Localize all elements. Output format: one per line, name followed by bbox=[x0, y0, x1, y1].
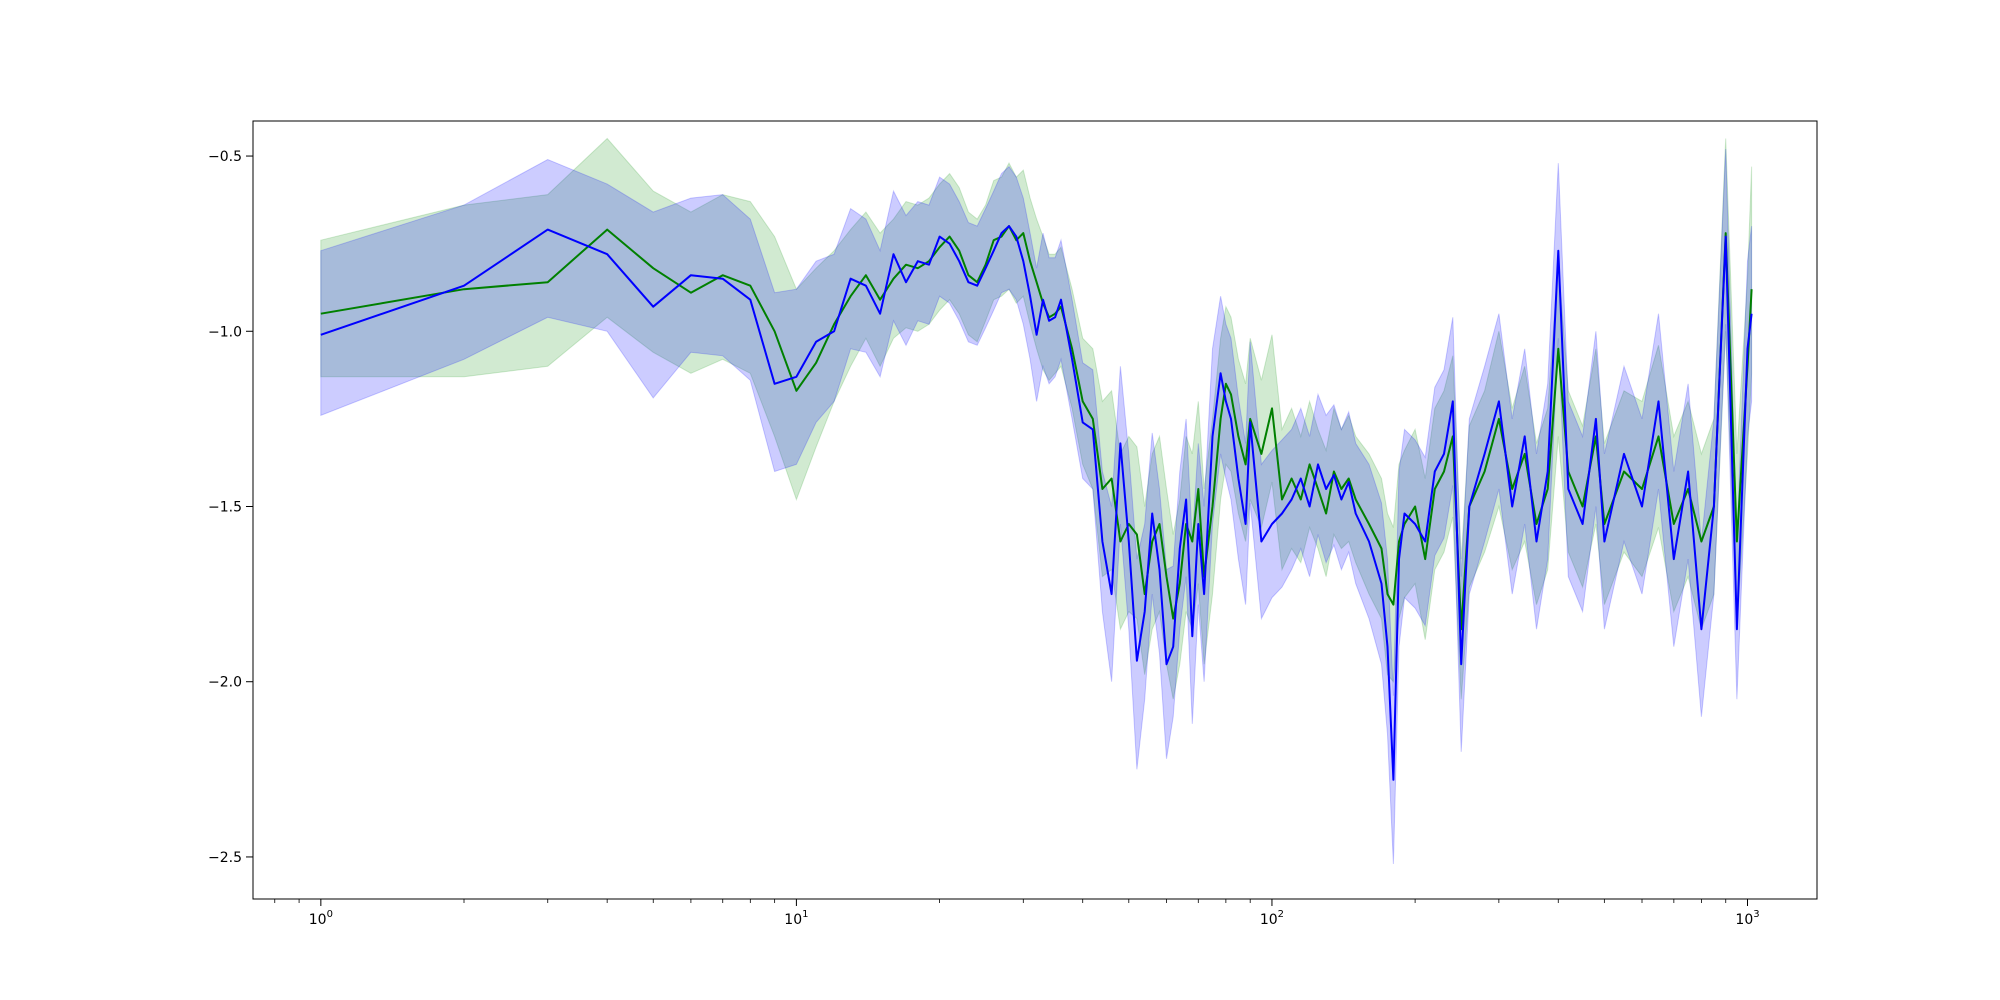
series-1-line bbox=[320, 225, 1753, 781]
series-0-band bbox=[320, 137, 1753, 700]
confidence-bands bbox=[320, 137, 1753, 865]
y-tick-label: −2.5 bbox=[208, 850, 242, 866]
series-lines bbox=[320, 225, 1753, 781]
y-tick-label: −2.0 bbox=[208, 675, 242, 691]
y-tick-label: −0.5 bbox=[208, 149, 242, 165]
series-0-line bbox=[320, 225, 1753, 631]
y-tick-label: −1.5 bbox=[208, 499, 242, 515]
series-1-band bbox=[320, 148, 1753, 865]
plot-frame bbox=[252, 120, 1818, 900]
y-axis: −0.5 −1.0 −1.5 −2.0 −2.5 bbox=[208, 149, 253, 866]
y-tick-label: −1.0 bbox=[208, 324, 242, 340]
